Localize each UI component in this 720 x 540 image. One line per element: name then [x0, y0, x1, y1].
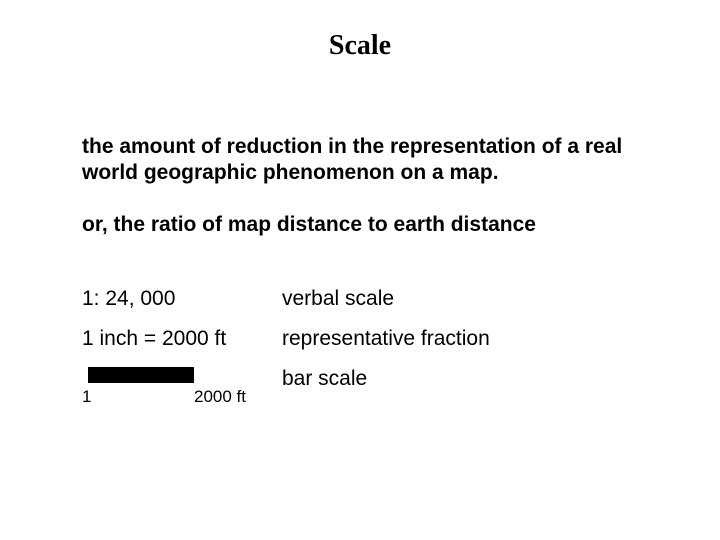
bar-scale-right-label: 2000 ft: [194, 387, 246, 407]
page-title: Scale: [0, 0, 720, 62]
definition-1: the amount of reduction in the represent…: [82, 134, 642, 187]
example-2-right: representative fraction: [282, 327, 680, 351]
content-area: the amount of reduction in the represent…: [0, 62, 720, 415]
scale-examples-table: 1: 24, 000 verbal scale 1 inch = 2000 ft…: [82, 287, 680, 415]
bar-scale-graphic: 1 2000 ft: [82, 367, 272, 415]
example-1-right: verbal scale: [282, 287, 680, 311]
bar-scale-rect: [88, 367, 194, 383]
definition-2: or, the ratio of map distance to earth d…: [82, 213, 680, 237]
example-3-right: bar scale: [282, 367, 680, 415]
bar-scale-left-label: 1: [82, 387, 91, 407]
example-2-left: 1 inch = 2000 ft: [82, 327, 272, 351]
example-1-left: 1: 24, 000: [82, 287, 272, 311]
